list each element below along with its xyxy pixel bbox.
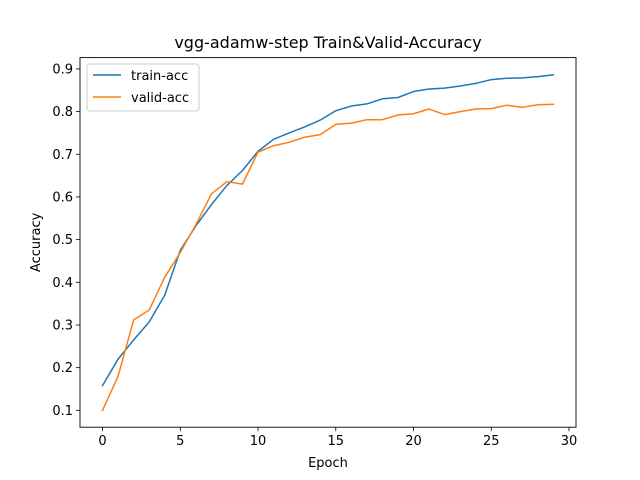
legend-label-valid-acc: valid-acc bbox=[131, 91, 189, 106]
y-tick-label: 0.5 bbox=[52, 233, 73, 248]
y-tick-label: 0.8 bbox=[52, 105, 73, 120]
x-axis-ticks: 0 5 10 15 20 25 30 bbox=[98, 427, 577, 449]
x-axis-label: Epoch bbox=[308, 456, 348, 471]
x-tick-label: 10 bbox=[250, 434, 267, 449]
y-tick-label: 0.9 bbox=[52, 62, 73, 77]
series-line-valid-acc bbox=[101, 103, 555, 412]
chart-title: vgg-adamw-step Train&Valid-Accuracy bbox=[174, 33, 481, 52]
x-tick-label: 20 bbox=[405, 434, 422, 449]
legend-label-train-acc: train-acc bbox=[131, 69, 188, 84]
y-tick-label: 0.3 bbox=[52, 318, 73, 333]
y-tick-label: 0.4 bbox=[52, 276, 73, 291]
y-axis-ticks: 0.1 0.2 0.3 0.4 0.5 0.6 0.7 0.8 0.9 bbox=[52, 62, 80, 419]
plot-frame bbox=[79, 57, 577, 428]
y-tick-label: 0.6 bbox=[52, 190, 73, 205]
x-tick-label: 30 bbox=[561, 434, 578, 449]
x-tick-label: 25 bbox=[483, 434, 500, 449]
x-tick-label: 15 bbox=[328, 434, 345, 449]
y-tick-label: 0.1 bbox=[52, 404, 73, 419]
x-tick-label: 0 bbox=[98, 434, 106, 449]
series-line-train-acc bbox=[101, 74, 555, 387]
x-tick-label: 5 bbox=[176, 434, 184, 449]
y-tick-label: 0.2 bbox=[52, 361, 73, 376]
legend: train-acc valid-acc bbox=[86, 63, 200, 112]
y-axis-label: Accuracy bbox=[29, 212, 44, 272]
y-tick-label: 0.7 bbox=[52, 148, 73, 163]
series-layer bbox=[101, 74, 555, 412]
